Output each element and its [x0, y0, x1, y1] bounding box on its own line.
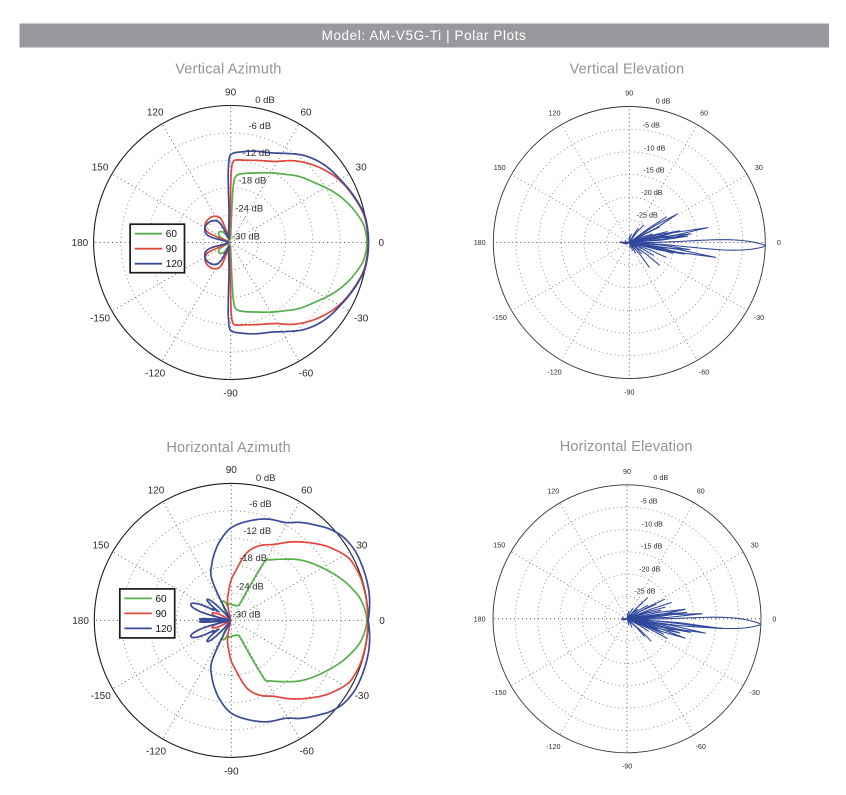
- svg-text:-15 dB: -15 dB: [641, 542, 662, 551]
- svg-text:-150: -150: [91, 691, 111, 702]
- svg-text:90: 90: [226, 465, 238, 476]
- svg-text:180: 180: [474, 614, 486, 623]
- svg-text:-30 dB: -30 dB: [233, 609, 261, 620]
- svg-text:-5 dB: -5 dB: [640, 497, 657, 506]
- svg-text:0 dB: 0 dB: [656, 97, 671, 106]
- svg-text:120: 120: [147, 108, 164, 119]
- svg-text:-30: -30: [750, 688, 760, 697]
- svg-text:60: 60: [697, 487, 705, 496]
- svg-text:150: 150: [494, 163, 506, 172]
- svg-text:180: 180: [474, 238, 486, 247]
- svg-text:-60: -60: [696, 742, 706, 751]
- svg-text:90: 90: [623, 467, 631, 476]
- svg-text:150: 150: [493, 541, 505, 550]
- svg-text:-25 dB: -25 dB: [634, 587, 655, 596]
- svg-text:-60: -60: [699, 368, 709, 377]
- svg-text:120: 120: [166, 259, 183, 270]
- svg-text:Model: AM-V5G-Ti | Polar Plo: Model: AM-V5G-Ti | Polar Plots: [322, 28, 527, 43]
- svg-text:-30: -30: [754, 313, 764, 322]
- svg-text:-90: -90: [223, 389, 238, 400]
- svg-text:60: 60: [156, 594, 168, 605]
- svg-text:-150: -150: [493, 313, 507, 322]
- svg-text:0 dB: 0 dB: [653, 473, 668, 482]
- svg-text:Vertical Elevation: Vertical Elevation: [570, 62, 685, 78]
- svg-text:0: 0: [772, 614, 776, 623]
- svg-text:-10 dB: -10 dB: [644, 143, 665, 152]
- svg-text:-120: -120: [546, 742, 560, 751]
- svg-text:60: 60: [700, 109, 708, 118]
- svg-text:-150: -150: [90, 313, 110, 324]
- svg-text:30: 30: [755, 163, 763, 172]
- svg-text:-60: -60: [299, 369, 314, 380]
- svg-text:90: 90: [156, 609, 168, 620]
- svg-text:-18 dB: -18 dB: [239, 553, 267, 564]
- svg-text:-90: -90: [224, 767, 239, 778]
- svg-text:90: 90: [225, 87, 237, 98]
- svg-text:0: 0: [777, 238, 781, 247]
- svg-text:150: 150: [92, 541, 109, 552]
- svg-text:-120: -120: [547, 368, 561, 377]
- svg-text:-18 dB: -18 dB: [238, 175, 266, 186]
- svg-text:-24 dB: -24 dB: [235, 204, 263, 215]
- svg-text:0: 0: [379, 238, 385, 249]
- svg-text:-30: -30: [355, 691, 370, 702]
- svg-text:60: 60: [301, 485, 313, 496]
- svg-text:0 dB: 0 dB: [255, 95, 275, 106]
- svg-text:-5 dB: -5 dB: [643, 120, 660, 129]
- svg-text:-20 dB: -20 dB: [639, 564, 660, 573]
- svg-text:120: 120: [148, 485, 165, 496]
- svg-text:-30 dB: -30 dB: [232, 231, 260, 242]
- svg-text:30: 30: [751, 541, 759, 550]
- svg-text:0: 0: [379, 616, 385, 627]
- svg-text:60: 60: [166, 229, 178, 240]
- svg-text:-24 dB: -24 dB: [236, 581, 264, 592]
- svg-text:-25 dB: -25 dB: [637, 210, 658, 219]
- svg-text:90: 90: [625, 88, 633, 97]
- svg-text:-120: -120: [145, 369, 165, 380]
- svg-text:-12 dB: -12 dB: [243, 148, 271, 159]
- svg-text:Horizontal Elevation: Horizontal Elevation: [560, 439, 693, 455]
- svg-text:-60: -60: [299, 746, 314, 757]
- svg-text:-90: -90: [622, 762, 632, 771]
- svg-text:30: 30: [356, 541, 368, 552]
- svg-text:60: 60: [300, 108, 312, 119]
- svg-text:-15 dB: -15 dB: [643, 165, 664, 174]
- svg-text:Horizontal Azimuth: Horizontal Azimuth: [166, 440, 291, 456]
- svg-text:120: 120: [156, 624, 173, 635]
- svg-text:-10 dB: -10 dB: [642, 520, 663, 529]
- svg-text:30: 30: [356, 163, 368, 174]
- svg-text:-30: -30: [354, 313, 369, 324]
- svg-text:120: 120: [549, 109, 561, 118]
- svg-text:Vertical Azimuth: Vertical Azimuth: [175, 62, 281, 78]
- svg-text:180: 180: [72, 238, 89, 249]
- svg-text:150: 150: [92, 163, 109, 174]
- svg-text:180: 180: [72, 616, 89, 627]
- svg-text:-12 dB: -12 dB: [243, 526, 271, 537]
- svg-text:90: 90: [166, 244, 178, 255]
- svg-text:-20 dB: -20 dB: [641, 188, 662, 197]
- svg-text:-90: -90: [624, 388, 634, 397]
- svg-text:-6 dB: -6 dB: [249, 499, 272, 510]
- svg-text:120: 120: [547, 487, 559, 496]
- svg-text:-150: -150: [492, 688, 506, 697]
- svg-text:-6 dB: -6 dB: [248, 121, 271, 132]
- svg-text:0 dB: 0 dB: [256, 473, 276, 484]
- svg-text:-120: -120: [146, 746, 166, 757]
